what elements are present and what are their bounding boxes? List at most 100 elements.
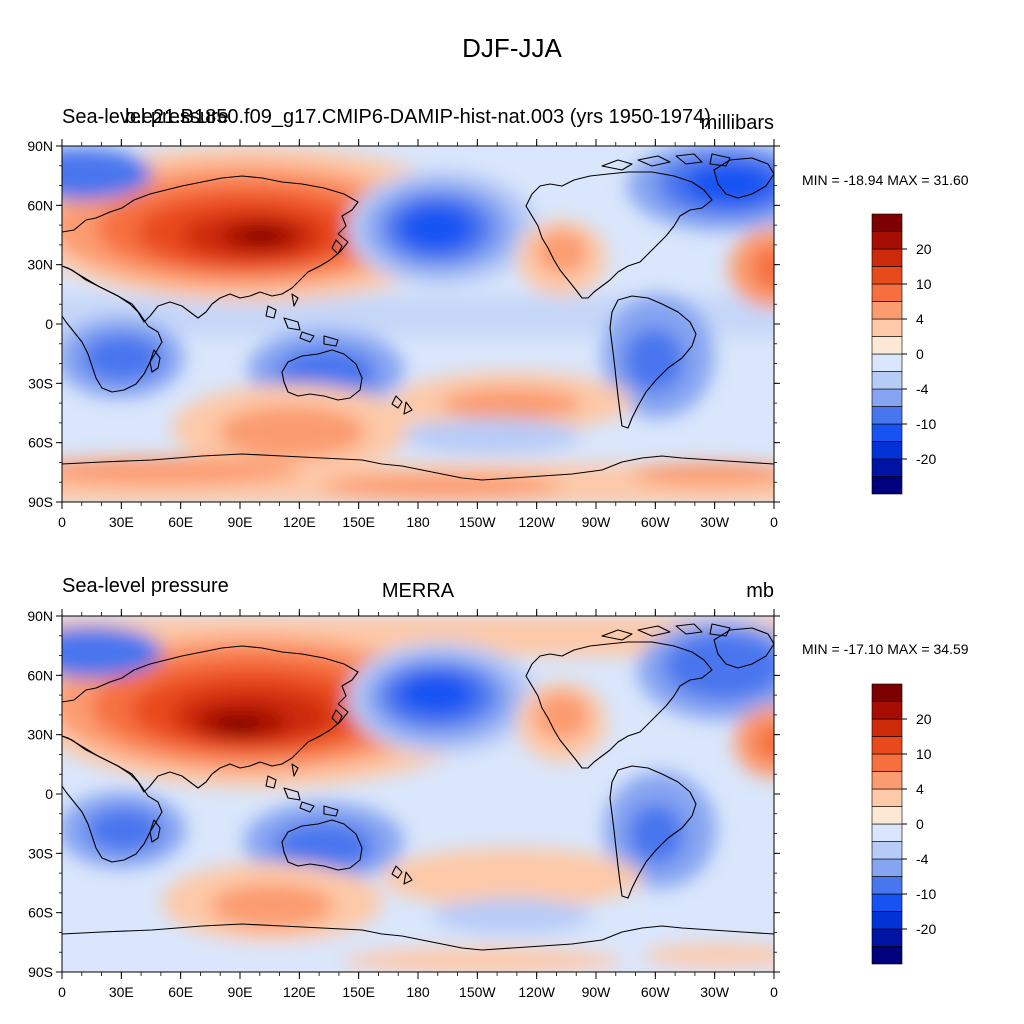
colorbar-label: -10 <box>916 416 936 432</box>
lon-label: 150W <box>459 984 496 1000</box>
colorbar-swatch <box>871 946 903 965</box>
lon-label: 0 <box>58 984 66 1000</box>
lon-label: 30E <box>109 514 134 530</box>
lat-label: 0 <box>45 786 53 802</box>
colorbar-swatch <box>871 371 903 390</box>
colorbar-swatch <box>871 423 903 442</box>
colorbar-swatch <box>871 406 903 425</box>
lon-label: 150E <box>342 984 375 1000</box>
lon-label: 0 <box>770 514 778 530</box>
lon-label: 180 <box>406 514 430 530</box>
panel-left-title: Sea-level pressure <box>62 106 229 128</box>
colorbar-swatch <box>871 736 903 755</box>
colorbar-swatch <box>871 336 903 355</box>
panel-center-title: b.e21.B1850.f09_g17.CMIP6-DAMIP-hist-nat… <box>125 106 711 128</box>
lon-label: 30E <box>109 984 134 1000</box>
colorbar-swatch <box>871 823 903 842</box>
lon-label: 60W <box>641 984 671 1000</box>
colorbar-swatch <box>871 858 903 877</box>
lon-label: 60E <box>168 984 193 1000</box>
min-max-readout: MIN = -18.94 MAX = 31.60 <box>802 172 969 188</box>
colorbar-swatch <box>871 318 903 337</box>
lon-label: 90E <box>228 514 253 530</box>
lon-label: 60E <box>168 514 193 530</box>
panel-top: Sea-level pressure b.e21.B1850.f09_g17.C… <box>27 106 969 530</box>
colorbar-label: -20 <box>916 921 936 937</box>
map-axes: 90N 60N 30N 0 30S 60S 90S 0 30E 60E 90E 120E 150E 180… <box>27 608 780 1000</box>
colorbar-swatch <box>871 388 903 407</box>
colorbar-label: 20 <box>916 711 932 727</box>
colorbar-swatch <box>871 441 903 460</box>
colorbar-swatch <box>871 911 903 930</box>
lat-label: 30S <box>28 845 53 861</box>
colorbar-label: -4 <box>916 381 929 397</box>
colorbar-swatch <box>871 701 903 720</box>
colorbar-swatch <box>871 876 903 895</box>
panel-left-title: Sea-level pressure <box>62 575 229 597</box>
lat-label: 30S <box>28 375 53 391</box>
map-axes: 90N 60N 30N 0 30S 60S 90S 0 30E 60E 90E 120E 150E 180… <box>27 138 780 530</box>
lon-label: 90E <box>228 984 253 1000</box>
lon-label: 180 <box>406 984 430 1000</box>
lon-label: 90W <box>582 514 612 530</box>
colorbar-swatch <box>871 266 903 285</box>
colorbar-swatch <box>871 301 903 320</box>
colorbar: 20 10 4 0 -4 -10 -20 <box>871 213 936 495</box>
lat-label: 60N <box>27 197 53 213</box>
lon-label: 30W <box>700 514 730 530</box>
colorbar-label: 20 <box>916 241 932 257</box>
lat-label: 90N <box>27 608 53 624</box>
colorbar-swatch <box>871 788 903 807</box>
colorbar-label: 4 <box>916 781 924 797</box>
colorbar-label: -4 <box>916 851 929 867</box>
lon-label: 150E <box>342 514 375 530</box>
colorbar-swatch <box>871 841 903 860</box>
lon-label: 60W <box>641 514 671 530</box>
lon-label: 120W <box>518 514 555 530</box>
lon-label: 150W <box>459 514 496 530</box>
min-max-readout: MIN = -17.10 MAX = 34.59 <box>802 641 969 657</box>
colorbar-swatch <box>871 806 903 825</box>
colorbar-label: 10 <box>916 276 932 292</box>
contour-map <box>62 146 774 502</box>
page-title: DJF-JJA <box>462 33 562 63</box>
lon-label: 90W <box>582 984 612 1000</box>
colorbar-swatch <box>871 753 903 772</box>
lat-label: 90S <box>28 494 53 510</box>
colorbar-label: 0 <box>916 816 924 832</box>
lat-label: 90S <box>28 964 53 980</box>
lat-label: 60S <box>28 905 53 921</box>
lon-label: 120W <box>518 984 555 1000</box>
lat-label: 30N <box>27 257 53 273</box>
lat-label: 30N <box>27 727 53 743</box>
colorbar-label: 4 <box>916 311 924 327</box>
lon-label: 0 <box>770 984 778 1000</box>
colorbar-swatch <box>871 476 903 495</box>
lon-label: 120E <box>283 514 316 530</box>
contour-map <box>62 616 774 972</box>
lon-label: 0 <box>58 514 66 530</box>
colorbar-swatch <box>871 683 903 702</box>
panel-center-title: MERRA <box>382 580 455 602</box>
lon-label: 120E <box>283 984 316 1000</box>
colorbar-label: -20 <box>916 451 936 467</box>
lat-label: 60S <box>28 435 53 451</box>
lat-label: 0 <box>45 316 53 332</box>
colorbar-swatch <box>871 231 903 250</box>
panel-units: mb <box>746 580 774 602</box>
colorbar-swatch <box>871 893 903 912</box>
colorbar-swatch <box>871 928 903 947</box>
colorbar-swatch <box>871 718 903 737</box>
lon-label: 30W <box>700 984 730 1000</box>
colorbar-swatch <box>871 353 903 372</box>
colorbar-label: 0 <box>916 346 924 362</box>
colorbar-label: 10 <box>916 746 932 762</box>
colorbar-swatch <box>871 248 903 267</box>
colorbar-swatch <box>871 458 903 477</box>
colorbar-swatch <box>871 283 903 302</box>
panel-units: millibars <box>701 112 774 134</box>
colorbar-swatch <box>871 771 903 790</box>
lat-label: 60N <box>27 667 53 683</box>
panel-bottom: Sea-level pressure MERRA mb <box>27 575 969 1000</box>
